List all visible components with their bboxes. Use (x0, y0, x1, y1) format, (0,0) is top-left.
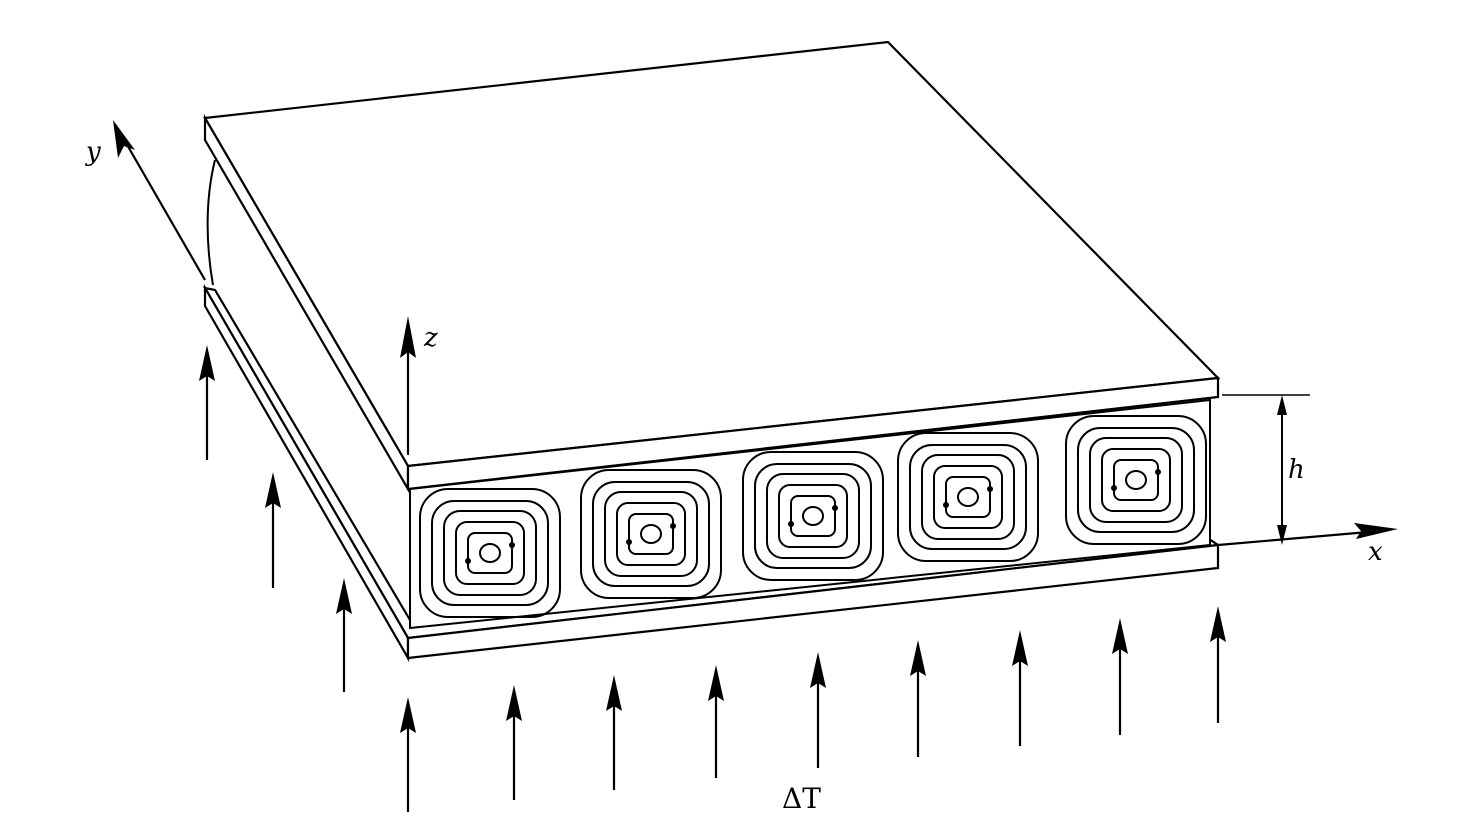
convection-cell (897, 432, 1039, 562)
streamline (790, 495, 836, 537)
heat-arrow (810, 652, 826, 768)
x-axis: x (1217, 523, 1398, 567)
flow-direction-mark (943, 502, 949, 508)
streamline (1077, 427, 1195, 533)
heat-arrow-head (1210, 606, 1226, 642)
streamline (455, 521, 525, 585)
delta-t-label: ΔT (782, 782, 821, 815)
flow-direction-mark (509, 542, 515, 548)
fluid-layer-side-curve (206, 159, 216, 286)
z-axis-label: z (423, 323, 438, 353)
streamline (419, 488, 561, 618)
vortex-center (640, 524, 662, 544)
streamline (909, 444, 1027, 550)
bottom-plate-front-face (406, 543, 1220, 660)
y-axis-label: y (85, 137, 101, 167)
heat-arrow (1210, 606, 1226, 723)
x-axis-arrowhead (1354, 523, 1398, 539)
height-arrowhead-bottom (1277, 525, 1287, 545)
streamline (1113, 459, 1159, 501)
vortex-center (479, 543, 501, 563)
heat-arrow-head (708, 665, 724, 701)
heat-arrow (606, 675, 622, 790)
heat-arrow-head (336, 578, 352, 614)
heat-arrow (1012, 630, 1028, 746)
z-axis-arrowhead (400, 316, 416, 358)
flow-direction-mark (465, 558, 471, 564)
vortex-center (802, 506, 824, 526)
vortex-center (1125, 470, 1147, 490)
heat-arrow-head (400, 697, 416, 733)
heat-arrow (708, 665, 724, 778)
heat-arrow-head (265, 472, 281, 508)
height-label: h (1288, 455, 1305, 485)
heat-arrow-head (1112, 618, 1128, 654)
heat-arrow-head (199, 345, 215, 381)
streamline (443, 510, 537, 596)
top-plate (203, 40, 1221, 494)
streamline (778, 484, 848, 548)
streamline (604, 491, 698, 577)
y-axis-line (121, 135, 206, 281)
streamline (431, 500, 549, 606)
convection-cell (1065, 415, 1207, 545)
streamline (921, 454, 1015, 540)
heat-arrow-head (810, 652, 826, 688)
streamline (580, 469, 722, 599)
heat-arrow-head (606, 675, 622, 711)
y-axis: y (85, 120, 206, 281)
flow-direction-mark (1111, 485, 1117, 491)
flow-direction-mark (788, 521, 794, 527)
streamline (742, 451, 884, 581)
streamline (897, 432, 1039, 562)
heat-arrow (265, 472, 281, 588)
y-axis-arrowhead (113, 120, 135, 158)
streamline (1089, 437, 1183, 523)
streamline (933, 465, 1003, 529)
heat-arrow (506, 685, 522, 800)
flow-direction-mark (626, 539, 632, 545)
heat-arrow (336, 578, 352, 692)
streamline (628, 513, 674, 555)
heat-flux-arrows (199, 345, 1226, 812)
streamline (592, 481, 710, 587)
flow-direction-mark (832, 505, 838, 511)
height-dimension: h (1222, 394, 1310, 545)
convection-cells (419, 415, 1207, 618)
heat-arrow (400, 697, 416, 812)
z-axis: z (400, 316, 438, 455)
flow-direction-mark (987, 486, 993, 492)
streamline (945, 476, 991, 518)
convection-cell (580, 469, 722, 599)
height-arrowhead-top (1277, 395, 1287, 415)
heat-arrow-head (1012, 630, 1028, 666)
heat-arrow (1112, 618, 1128, 735)
streamline (1101, 448, 1171, 512)
streamline (616, 502, 686, 566)
streamline (1065, 415, 1207, 545)
streamline (766, 473, 860, 559)
streamline (467, 532, 513, 574)
top-plate-front-face (406, 376, 1220, 491)
x-axis-line (1217, 529, 1381, 547)
convection-cell (419, 488, 561, 618)
streamline (754, 463, 872, 569)
heat-arrow-head (506, 685, 522, 721)
heat-arrow-head (910, 640, 926, 676)
heat-arrow (910, 640, 926, 757)
heat-arrow (199, 345, 215, 460)
bottom-plate (202, 283, 1222, 663)
vortex-center (957, 487, 979, 507)
convection-cell (742, 451, 884, 581)
x-axis-label: x (1368, 537, 1383, 567)
flow-direction-mark (1155, 469, 1161, 475)
flow-direction-mark (670, 523, 676, 529)
